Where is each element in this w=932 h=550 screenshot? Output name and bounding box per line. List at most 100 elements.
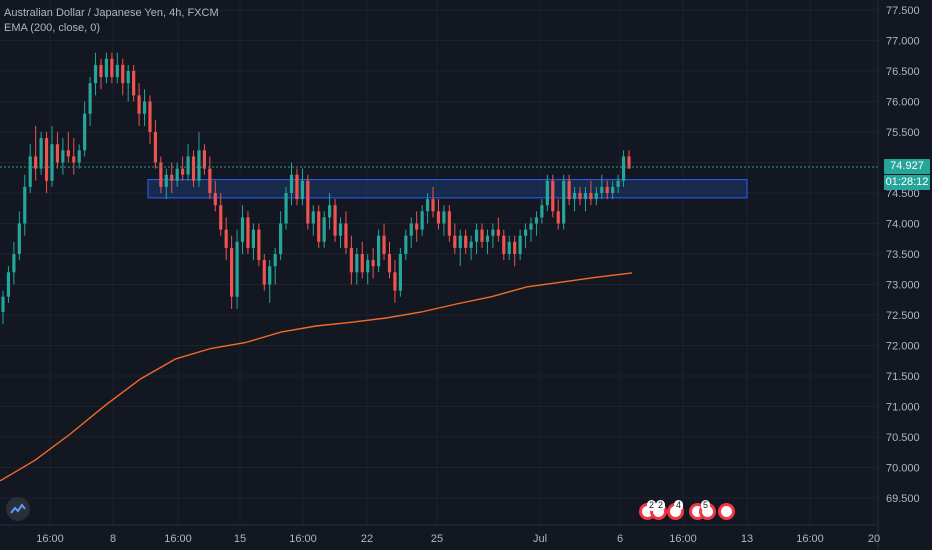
candle [17, 211, 21, 261]
candle [235, 229, 239, 309]
candle [39, 132, 43, 175]
candle [409, 217, 413, 248]
candle [469, 235, 473, 261]
candle [148, 95, 152, 145]
candle [257, 223, 261, 267]
time-tick-label: 8 [110, 533, 116, 545]
candle [578, 186, 582, 206]
candle [556, 199, 560, 230]
candle [513, 235, 517, 267]
candle [132, 64, 136, 102]
candle [44, 132, 49, 193]
candle [126, 64, 130, 102]
candle [616, 174, 620, 193]
candle [110, 52, 114, 84]
candle [137, 83, 141, 126]
price-tick-label: 75.500 [886, 127, 920, 139]
price-tick-label: 69.500 [886, 493, 920, 505]
candle [50, 125, 54, 187]
indicator-label[interactable]: EMA (200, close, 0) [4, 22, 100, 34]
event-count-badge: 2 [647, 500, 657, 511]
candle [583, 186, 588, 212]
candle [208, 156, 212, 200]
time-tick-label: 16:00 [36, 533, 64, 545]
candle [181, 156, 185, 181]
candle [551, 174, 555, 218]
candle [1, 290, 5, 325]
price-tick-label: 74.000 [886, 219, 920, 231]
candle [344, 211, 348, 254]
time-tick-label: 6 [617, 533, 623, 545]
candle [83, 101, 87, 157]
event-marker-icon[interactable] [718, 503, 735, 520]
candle [104, 52, 109, 84]
candle [12, 241, 16, 285]
candle [213, 180, 217, 212]
price-tick-label: 77.000 [886, 36, 920, 48]
candle [55, 132, 60, 169]
candle [153, 119, 158, 169]
candle [621, 150, 626, 187]
candle [311, 205, 315, 236]
event-count-badge: 5 [701, 500, 711, 511]
price-tick-label: 76.000 [886, 97, 920, 109]
time-tick-label: 16:00 [796, 533, 824, 545]
candle [474, 223, 479, 254]
candle [377, 229, 381, 273]
candle [420, 205, 424, 236]
candle [594, 186, 598, 206]
candle [507, 235, 511, 261]
candle [289, 162, 294, 206]
candle [382, 223, 386, 261]
candle [159, 156, 163, 193]
candle [273, 247, 277, 285]
bar-countdown-badge: 01:28:12 [884, 174, 930, 190]
candle [219, 193, 223, 236]
price-axis[interactable]: 77.50077.00076.50076.00075.50075.00074.5… [886, 5, 920, 505]
time-tick-label: 16:00 [289, 533, 317, 545]
candle [251, 223, 255, 261]
candle [28, 144, 32, 193]
price-tick-label: 70.500 [886, 432, 920, 444]
candle [464, 229, 468, 254]
price-tick-label: 74.500 [886, 188, 920, 200]
candle [562, 174, 566, 230]
candle [458, 229, 462, 267]
candle [605, 180, 609, 200]
candle [545, 174, 549, 212]
price-tick-label: 73.500 [886, 249, 920, 261]
price-tick-label: 71.000 [886, 402, 920, 414]
candle [164, 168, 168, 200]
candle [523, 223, 528, 248]
candle [186, 144, 190, 181]
resistance-zone-rectangle[interactable] [147, 179, 748, 199]
candle [600, 174, 604, 200]
symbol-title[interactable]: Australian Dollar / Japanese Yen, 4h, FX… [4, 7, 219, 19]
time-tick-label: 16:00 [669, 533, 697, 545]
candle [306, 174, 310, 230]
candle [224, 217, 228, 261]
candle [34, 125, 38, 181]
candle [496, 217, 500, 242]
candle [589, 180, 593, 206]
time-axis[interactable]: 16:00 8 16:00 15 16:00 22 25 Jul 6 16:00 13 16:00 20 [0, 0, 880, 550]
candle [197, 132, 201, 187]
candle [240, 205, 245, 254]
candle [72, 138, 76, 175]
chart-legend: Australian Dollar / Japanese Yen, 4h, FX… [4, 6, 219, 36]
candle [502, 229, 506, 261]
last-price-badge: 74.927 [884, 158, 930, 174]
price-tick-label: 76.500 [886, 66, 920, 78]
ema-200-line[interactable] [0, 272, 633, 482]
candle [404, 229, 408, 261]
time-tick-label: 16:00 [164, 533, 192, 545]
tradingview-logo-icon[interactable] [6, 497, 30, 521]
candle [6, 266, 11, 303]
candle [540, 199, 544, 224]
candle [355, 247, 359, 285]
candle [611, 180, 615, 200]
candle [398, 247, 402, 297]
candle [121, 58, 125, 96]
